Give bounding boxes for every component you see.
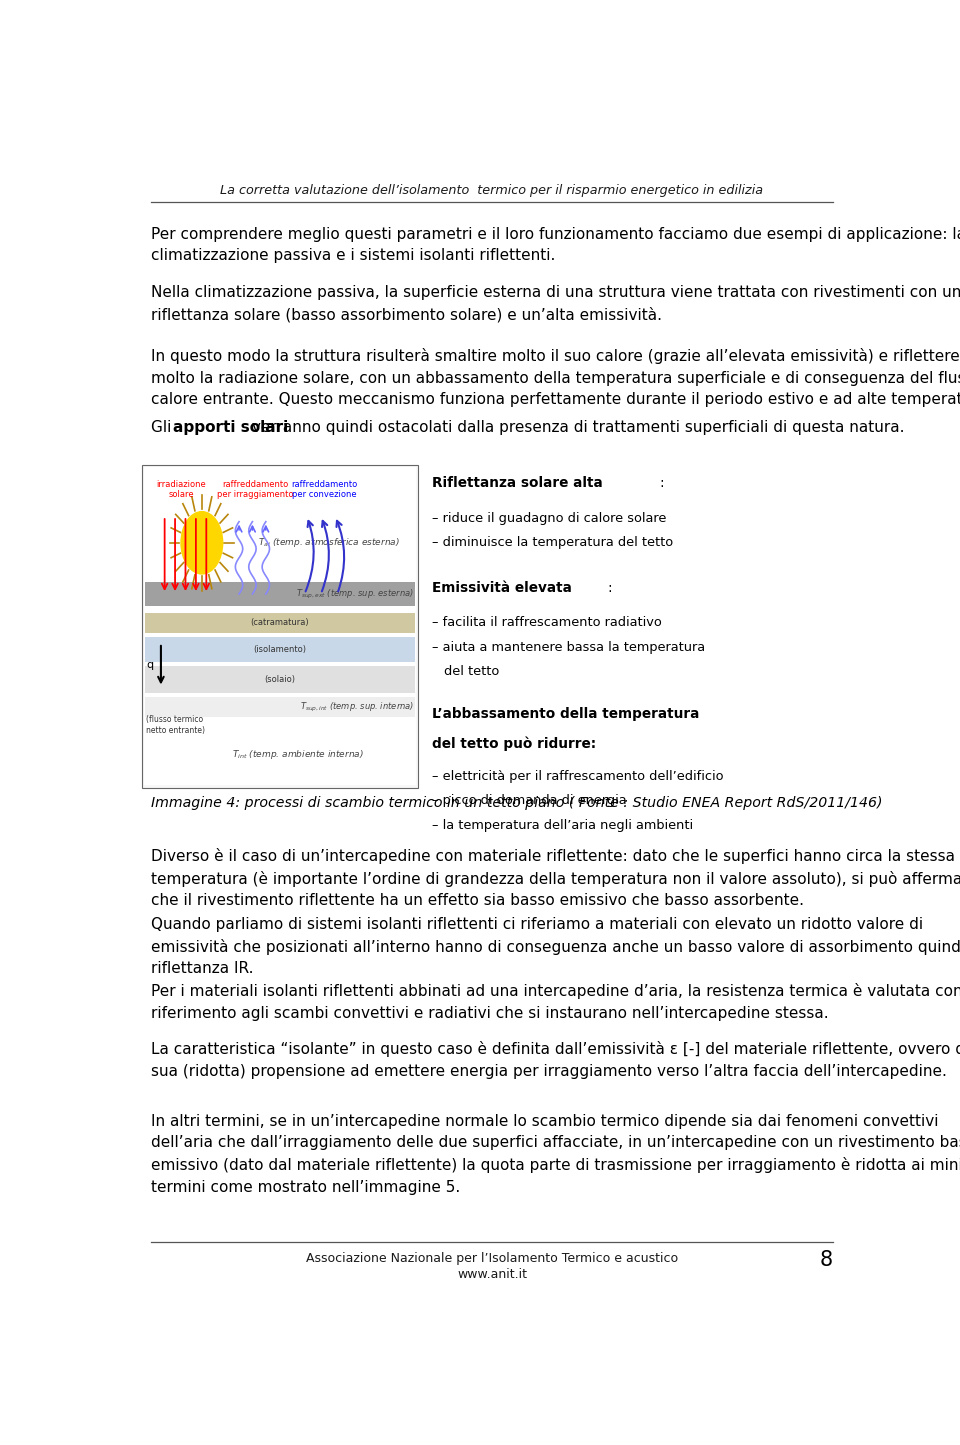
Text: Per comprendere meglio questi parametri e il loro funzionamento facciamo due ese: Per comprendere meglio questi parametri … — [152, 227, 960, 263]
Text: Immagine 4: processi di scambio termico in un tetto piano ( Fonte : Studio ENEA : Immagine 4: processi di scambio termico … — [152, 796, 883, 811]
Text: In altri termini, se in un’intercapedine normale lo scambio termico dipende sia : In altri termini, se in un’intercapedine… — [152, 1114, 960, 1195]
Text: Emissività elevata: Emissività elevata — [432, 581, 572, 595]
Text: raffreddamento
per irraggiamento: raffreddamento per irraggiamento — [217, 480, 294, 500]
Text: (isolamento): (isolamento) — [253, 644, 306, 655]
Text: La corretta valutazione dell’isolamento  termico per il risparmio energetico in : La corretta valutazione dell’isolamento … — [221, 185, 763, 198]
Text: :: : — [660, 475, 664, 490]
Text: Per i materiali isolanti riflettenti abbinati ad una intercapedine d’aria, la re: Per i materiali isolanti riflettenti abb… — [152, 984, 960, 1022]
FancyBboxPatch shape — [145, 666, 416, 694]
Text: del tetto può ridurre:: del tetto può ridurre: — [432, 737, 596, 751]
Text: www.anit.it: www.anit.it — [457, 1269, 527, 1282]
Text: – diminuisce la temperatura del tetto: – diminuisce la temperatura del tetto — [432, 536, 674, 549]
FancyBboxPatch shape — [142, 465, 418, 788]
Text: – facilita il raffrescamento radiativo: – facilita il raffrescamento radiativo — [432, 616, 662, 629]
Text: Gli: Gli — [152, 420, 177, 435]
Text: q: q — [146, 660, 154, 670]
Text: – riduce il guadagno di calore solare: – riduce il guadagno di calore solare — [432, 512, 667, 525]
Text: – la temperatura dell’aria negli ambienti: – la temperatura dell’aria negli ambient… — [432, 819, 694, 832]
FancyBboxPatch shape — [145, 637, 416, 662]
Text: apporti solari: apporti solari — [173, 420, 288, 435]
Text: $T_{int}$ (temp. ambiente interna): $T_{int}$ (temp. ambiente interna) — [231, 747, 364, 760]
Text: La caratteristica “isolante” in questo caso è definita dall’emissività ε [-] del: La caratteristica “isolante” in questo c… — [152, 1042, 960, 1079]
Text: raffreddamento
per convezione: raffreddamento per convezione — [292, 480, 358, 500]
FancyBboxPatch shape — [145, 613, 416, 633]
Circle shape — [181, 512, 223, 574]
Text: :: : — [608, 581, 612, 595]
Text: Nella climatizzazione passiva, la superficie esterna di una struttura viene trat: Nella climatizzazione passiva, la superf… — [152, 285, 960, 322]
Text: Diverso è il caso di un’intercapedine con materiale riflettente: dato che le sup: Diverso è il caso di un’intercapedine co… — [152, 848, 960, 909]
Text: $T_{ai}$ (temp. atmosferica esterna): $T_{ai}$ (temp. atmosferica esterna) — [257, 536, 399, 549]
FancyBboxPatch shape — [144, 467, 416, 786]
Text: Riflettanza solare alta: Riflettanza solare alta — [432, 475, 603, 490]
FancyBboxPatch shape — [145, 582, 416, 607]
Text: – elettricità per il raffrescamento dell’edificio: – elettricità per il raffrescamento dell… — [432, 770, 724, 783]
Text: 8: 8 — [820, 1250, 832, 1270]
Text: Quando parliamo di sistemi isolanti riflettenti ci riferiamo a materiali con ele: Quando parliamo di sistemi isolanti rifl… — [152, 916, 960, 977]
Text: del tetto: del tetto — [444, 665, 499, 678]
Text: L’abbassamento della temperatura: L’abbassamento della temperatura — [432, 708, 700, 721]
Text: (flusso termico
netto entrante): (flusso termico netto entrante) — [146, 715, 205, 734]
Text: – aiuta a mantenere bassa la temperatura: – aiuta a mantenere bassa la temperatura — [432, 640, 706, 653]
Text: – picco di domanda di energia: – picco di domanda di energia — [432, 795, 627, 808]
Text: verranno quindi ostacolati dalla presenza di trattamenti superficiali di questa : verranno quindi ostacolati dalla presenz… — [247, 420, 904, 435]
Text: (solaio): (solaio) — [264, 675, 296, 683]
FancyBboxPatch shape — [145, 698, 416, 718]
Text: (catramatura): (catramatura) — [251, 618, 309, 627]
Text: $T_{sup,int}$ (temp. sup. interna): $T_{sup,int}$ (temp. sup. interna) — [300, 701, 414, 714]
Text: Associazione Nazionale per l’Isolamento Termico e acustico: Associazione Nazionale per l’Isolamento … — [306, 1251, 678, 1264]
Text: irradiazione
solare: irradiazione solare — [156, 480, 205, 500]
Text: In questo modo la struttura risulterà smaltire molto il suo calore (grazie all’e: In questo modo la struttura risulterà sm… — [152, 348, 960, 407]
Text: $T_{sup,ext}$ (temp. sup. esterna): $T_{sup,ext}$ (temp. sup. esterna) — [296, 588, 414, 601]
